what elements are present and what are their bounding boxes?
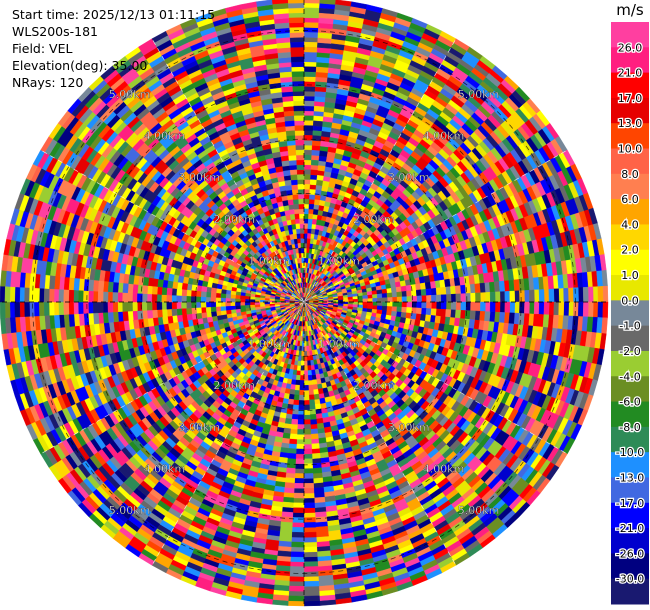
colorbar-tick-label: -4.0	[619, 370, 640, 383]
velocity-gates	[0, 0, 609, 607]
colorbar-tick-label: 21.0	[618, 67, 643, 80]
colorbar-tick-label: 6.0	[621, 193, 639, 206]
colorbar-tick-label: -8.0	[619, 421, 640, 434]
colorbar-tick-label: 26.0	[618, 41, 643, 54]
colorbar-tick-label: 13.0	[618, 117, 643, 130]
colorbar-tick-label: -26.0	[616, 547, 644, 560]
colorbar-unit: m/s	[616, 1, 644, 19]
colorbar-tick-label: 2.0	[621, 244, 639, 257]
colorbar-tick-label: -30.0	[616, 573, 644, 586]
colorbar-tick-label: -10.0	[616, 446, 644, 459]
colorbar-tick-label: 0.0	[621, 294, 639, 307]
velocity-gate	[319, 0, 336, 5]
colorbar-tick-label: -17.0	[616, 497, 644, 510]
colorbar-tick-label: -2.0	[619, 345, 640, 358]
colorbar-tick-label: 4.0	[621, 218, 639, 231]
colorbar-tick-label: -6.0	[619, 396, 640, 409]
colorbar-tick-label: 17.0	[618, 92, 643, 105]
colorbar-tick-label: -1.0	[619, 320, 640, 333]
colorbar-tick-label: -13.0	[616, 471, 644, 484]
colorbar-tick-label: 1.0	[621, 269, 639, 282]
colorbar-tick-label: -21.0	[616, 522, 644, 535]
colorbar-tick-label: 10.0	[618, 143, 643, 156]
colorbar-cells	[611, 22, 649, 605]
colorbar-tick-label: 8.0	[621, 168, 639, 181]
